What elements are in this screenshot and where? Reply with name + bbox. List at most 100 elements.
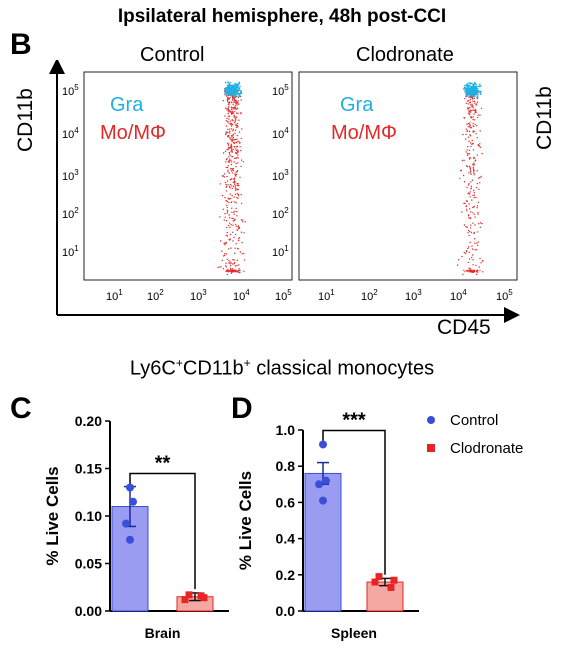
- mo-event-dot: [471, 271, 473, 273]
- mo-event-dot: [233, 101, 235, 103]
- mo-event-dot: [239, 146, 241, 148]
- mo-event-dot: [236, 116, 238, 118]
- gra-event-dot: [475, 87, 478, 89]
- mo-event-dot: [468, 193, 471, 195]
- gra-event-dot: [470, 92, 473, 95]
- mo-event-dot: [224, 133, 227, 136]
- flow-y-tick-left-2: 103: [62, 168, 79, 183]
- flow-x-tick-clodronate-0: 101: [318, 288, 335, 303]
- mo-event-dot: [478, 145, 481, 147]
- gra-event-dot: [465, 91, 468, 93]
- mo-event-dot: [232, 170, 234, 172]
- gra-event-dot: [467, 88, 470, 91]
- mo-event-dot: [223, 176, 226, 178]
- mo-event-dot: [225, 242, 227, 245]
- data-point-clodronate: [387, 583, 395, 591]
- mo-event-dot: [243, 270, 245, 272]
- gra-event-dot: [474, 94, 477, 96]
- condition-title-control: Control: [140, 44, 205, 66]
- mo-event-dot: [234, 120, 236, 122]
- mo-event-dot: [237, 157, 239, 159]
- mo-event-dot: [230, 111, 232, 113]
- significance-bracket: [322, 429, 386, 575]
- gra-event-dot: [474, 95, 476, 98]
- mo-event-dot: [221, 175, 223, 177]
- mo-event-dot: [458, 259, 460, 261]
- mo-event-dot: [472, 100, 474, 102]
- gra-event-dot: [225, 92, 228, 95]
- mo-event-dot: [225, 220, 228, 222]
- bar-y-tick-label: 0.05: [75, 556, 102, 572]
- mo-event-dot: [244, 221, 247, 223]
- mo-event-dot: [223, 219, 225, 221]
- mo-event-dot: [473, 113, 475, 115]
- mo-event-dot: [473, 156, 475, 159]
- flow-y-tick-right-4: 101: [272, 244, 289, 259]
- mo-event-dot: [237, 162, 239, 164]
- mo-event-dot: [234, 265, 237, 267]
- mo-event-dot: [238, 140, 240, 143]
- mo-event-dot: [478, 177, 480, 179]
- mo-event-dot: [470, 224, 472, 226]
- mo-event-dot: [474, 111, 476, 113]
- mo-event-dot: [235, 149, 238, 152]
- mo-event-dot: [242, 219, 244, 221]
- mo-event-dot: [226, 99, 229, 102]
- mo-event-dot: [236, 229, 238, 232]
- gra-event-dot: [238, 87, 240, 90]
- mo-event-dot: [467, 126, 469, 128]
- mo-event-dot: [228, 98, 230, 100]
- mo-event-dot: [470, 96, 472, 99]
- mo-event-dot: [222, 268, 225, 270]
- mo-event-dot: [481, 222, 483, 225]
- mo-event-dot: [231, 161, 233, 163]
- mo-event-dot: [480, 175, 482, 178]
- mo-event-dot: [467, 103, 469, 105]
- mo-event-dot: [466, 226, 468, 228]
- flow-x-tick-clodronate-2: 103: [405, 288, 422, 303]
- mo-event-dot: [228, 160, 230, 162]
- mo-event-dot: [232, 130, 234, 132]
- mo-event-dot: [230, 125, 233, 127]
- gra-event-dot: [230, 84, 233, 87]
- gra-event-dot: [466, 83, 469, 85]
- gra-event-dot: [238, 89, 241, 92]
- mo-event-dot: [479, 222, 482, 224]
- bar-x-axis-label: Brain: [145, 625, 181, 641]
- mo-event-dot: [241, 128, 243, 130]
- mo-event-dot: [226, 211, 229, 213]
- mo-event-dot: [236, 156, 238, 159]
- mo-event-dot: [221, 250, 223, 252]
- mo-event-dot: [233, 114, 235, 117]
- significance-bracket: [129, 472, 196, 590]
- gra-event-dot: [232, 84, 235, 86]
- mo-event-dot: [469, 99, 471, 101]
- mo-event-dot: [234, 201, 236, 203]
- mo-event-dot: [234, 132, 236, 134]
- mo-event-dot: [467, 107, 469, 109]
- mo-event-dot: [231, 106, 233, 108]
- mo-event-dot: [469, 230, 471, 233]
- mo-event-dot: [233, 177, 236, 179]
- bar-y-tick-label: 1.0: [276, 422, 296, 438]
- data-point-clodronate: [371, 578, 379, 586]
- gra-event-dot: [230, 95, 232, 97]
- mo-event-dot: [479, 114, 481, 116]
- mo-event-dot: [228, 146, 230, 149]
- gra-event-dot: [475, 90, 477, 93]
- mo-event-dot: [462, 174, 465, 177]
- mo-event-dot: [239, 142, 241, 144]
- mo-event-dot: [475, 271, 477, 273]
- mo-event-dot: [233, 146, 236, 148]
- flow-plot-clodronate-frame: [298, 71, 518, 281]
- mo-event-dot: [472, 118, 474, 121]
- mo-event-dot: [234, 193, 237, 196]
- mo-event-dot: [226, 95, 228, 97]
- mo-event-dot: [468, 267, 470, 269]
- mo-event-dot: [471, 98, 473, 100]
- mo-event-dot: [236, 104, 238, 106]
- mo-event-dot: [232, 217, 234, 220]
- mo-event-dot: [478, 266, 480, 268]
- mo-event-dot: [472, 259, 474, 261]
- mo-event-dot: [471, 256, 473, 259]
